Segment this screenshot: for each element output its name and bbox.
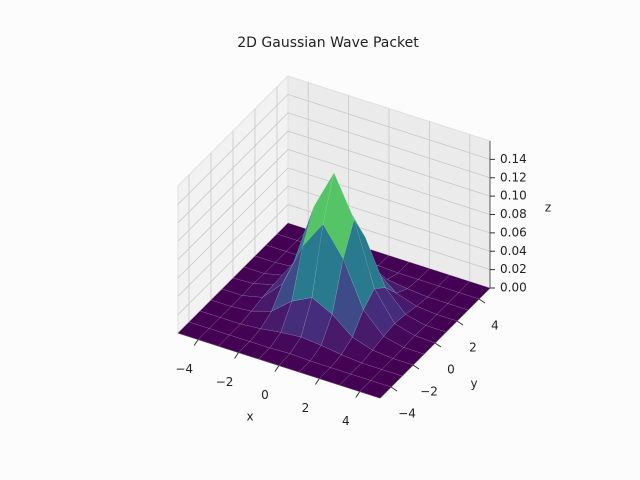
tick-mark	[355, 391, 361, 398]
surface-cell	[414, 325, 447, 344]
tick-mark	[412, 364, 420, 370]
grid-line	[177, 112, 491, 224]
y-tick-label: 4	[491, 319, 499, 333]
x-tick-label: −2	[216, 375, 234, 389]
tick-mark	[274, 365, 280, 372]
y-tick-label: −4	[398, 407, 416, 421]
z-tick-label: 0.12	[500, 170, 527, 184]
x-tick-label: 4	[342, 414, 350, 428]
tick-mark	[478, 298, 486, 304]
z-tick-label: 0.14	[500, 152, 527, 166]
grid-line	[177, 149, 491, 260]
z-tick-label: 0.00	[500, 281, 527, 295]
z-axis-label: z	[545, 201, 551, 215]
y-tick-label: 0	[447, 363, 455, 377]
x-tick-label: 0	[261, 388, 269, 402]
tick-mark	[434, 342, 442, 348]
tick-mark	[456, 320, 464, 326]
z-tick-label: 0.10	[500, 189, 527, 203]
tick-mark	[193, 339, 199, 346]
y-tick-label: −2	[420, 385, 438, 399]
tick-mark	[314, 378, 320, 385]
z-tick-label: 0.04	[500, 244, 527, 258]
y-tick-label: 2	[469, 341, 477, 355]
z-tick-label: 0.06	[500, 225, 527, 239]
x-tick-label: 2	[302, 401, 310, 415]
grid-line	[177, 93, 491, 205]
surface-cell	[359, 380, 392, 399]
grid-line	[177, 185, 491, 297]
y-axis-label: y	[470, 377, 477, 391]
z-tick-label: 0.08	[500, 207, 527, 221]
x-axis-label: x	[246, 410, 253, 424]
grid-line	[177, 204, 491, 315]
x-tick-label: −4	[175, 362, 193, 376]
chart-title: 2D Gaussian Wave Packet	[237, 35, 419, 51]
z-tick-label: 0.02	[500, 262, 527, 276]
grid-line	[177, 167, 491, 279]
grid-line	[177, 130, 491, 242]
tick-mark	[234, 352, 240, 359]
tick-mark	[390, 386, 398, 392]
